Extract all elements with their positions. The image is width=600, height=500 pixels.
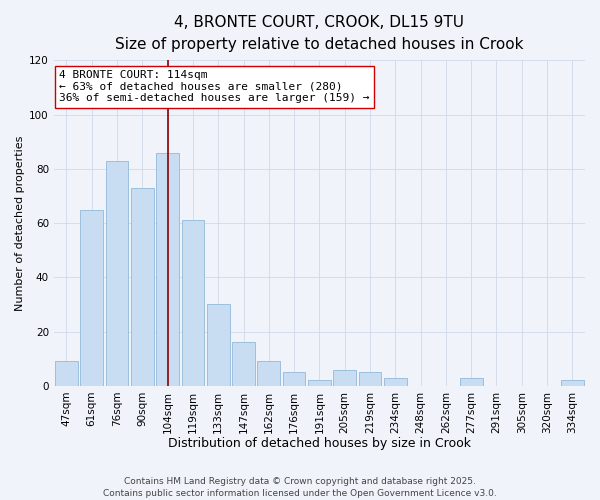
Bar bbox=[359, 372, 382, 386]
Bar bbox=[283, 372, 305, 386]
Bar bbox=[308, 380, 331, 386]
Y-axis label: Number of detached properties: Number of detached properties bbox=[15, 136, 25, 311]
Bar bbox=[561, 380, 584, 386]
Bar bbox=[106, 160, 128, 386]
Bar bbox=[384, 378, 407, 386]
Bar bbox=[460, 378, 482, 386]
Bar bbox=[334, 370, 356, 386]
Text: 4 BRONTE COURT: 114sqm
← 63% of detached houses are smaller (280)
36% of semi-de: 4 BRONTE COURT: 114sqm ← 63% of detached… bbox=[59, 70, 370, 103]
Text: Contains HM Land Registry data © Crown copyright and database right 2025.
Contai: Contains HM Land Registry data © Crown c… bbox=[103, 476, 497, 498]
Bar bbox=[182, 220, 204, 386]
X-axis label: Distribution of detached houses by size in Crook: Distribution of detached houses by size … bbox=[168, 437, 471, 450]
Bar bbox=[131, 188, 154, 386]
Title: 4, BRONTE COURT, CROOK, DL15 9TU
Size of property relative to detached houses in: 4, BRONTE COURT, CROOK, DL15 9TU Size of… bbox=[115, 15, 524, 52]
Bar bbox=[55, 362, 78, 386]
Bar bbox=[156, 152, 179, 386]
Bar bbox=[257, 362, 280, 386]
Bar bbox=[80, 210, 103, 386]
Bar bbox=[207, 304, 230, 386]
Bar bbox=[232, 342, 255, 386]
